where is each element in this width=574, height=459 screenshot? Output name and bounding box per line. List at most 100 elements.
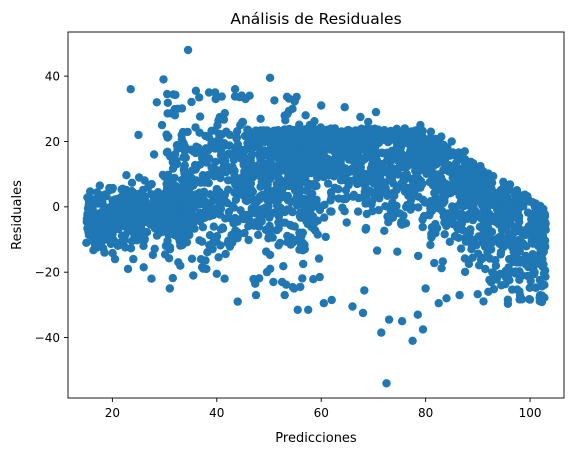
x-tick-label: 100 bbox=[519, 406, 542, 420]
scatter-point bbox=[134, 130, 143, 140]
scatter-point bbox=[230, 85, 240, 94]
scatter-point bbox=[352, 169, 362, 179]
scatter-point bbox=[215, 197, 224, 206]
scatter-point bbox=[169, 223, 178, 233]
scatter-point bbox=[361, 199, 370, 208]
scatter-point bbox=[476, 209, 485, 218]
scatter-point bbox=[369, 130, 378, 139]
scatter-point bbox=[129, 254, 138, 264]
scatter-point bbox=[139, 230, 148, 239]
scatter-point bbox=[473, 290, 482, 299]
chart-title: Análisis de Residuales bbox=[230, 10, 401, 28]
scatter-point bbox=[159, 75, 168, 84]
scatter-point bbox=[265, 221, 274, 231]
x-tick-label: 80 bbox=[418, 406, 433, 420]
scatter-point bbox=[381, 178, 390, 187]
scatter-point bbox=[138, 185, 148, 195]
scatter-point bbox=[149, 150, 159, 159]
scatter-point bbox=[497, 281, 506, 290]
scatter-point bbox=[430, 258, 439, 268]
scatter-point bbox=[315, 272, 324, 282]
scatter-point bbox=[251, 126, 261, 135]
scatter-point bbox=[539, 269, 549, 278]
scatter-point bbox=[328, 127, 337, 137]
scatter-point bbox=[524, 256, 534, 265]
scatter-point bbox=[127, 178, 137, 187]
scatter-point bbox=[453, 156, 462, 165]
scatter-point bbox=[460, 267, 470, 277]
scatter-point bbox=[387, 175, 396, 185]
scatter-point bbox=[371, 107, 381, 117]
scatter-point bbox=[269, 164, 279, 174]
scatter-point bbox=[83, 204, 93, 213]
scatter-point bbox=[314, 254, 324, 263]
scatter-point bbox=[513, 285, 522, 294]
scatter-point bbox=[437, 132, 446, 141]
scatter-point bbox=[197, 237, 207, 246]
scatter-point bbox=[413, 310, 422, 319]
scatter-point bbox=[111, 196, 120, 206]
scatter-point bbox=[251, 290, 261, 300]
scatter-point bbox=[225, 236, 235, 246]
scatter-point bbox=[301, 213, 310, 223]
scatter-point bbox=[275, 238, 285, 248]
scatter-point bbox=[277, 277, 287, 287]
scatter-point bbox=[272, 225, 282, 235]
scatter-point bbox=[92, 243, 101, 252]
scatter-point bbox=[265, 73, 275, 83]
scatter-point bbox=[414, 174, 423, 183]
scatter-point bbox=[361, 223, 371, 233]
scatter-point bbox=[479, 177, 488, 187]
scatter-point bbox=[246, 156, 255, 166]
scatter-point bbox=[485, 231, 494, 241]
scatter-point bbox=[157, 120, 167, 130]
scatter-point bbox=[343, 192, 352, 202]
scatter-point bbox=[474, 184, 483, 193]
scatter-point bbox=[390, 205, 399, 214]
scatter-point bbox=[406, 205, 415, 214]
scatter-point bbox=[164, 132, 173, 141]
scatter-point bbox=[528, 239, 538, 248]
scatter-point bbox=[240, 228, 249, 238]
y-axis-ticks: −40 −20 0 20 40 bbox=[35, 69, 68, 345]
scatter-point bbox=[503, 299, 513, 308]
scatter-point bbox=[426, 127, 436, 136]
scatter-point bbox=[231, 226, 240, 235]
scatter-point bbox=[430, 188, 439, 198]
scatter-point bbox=[334, 185, 343, 194]
scatter-point bbox=[233, 297, 242, 306]
scatter-point bbox=[421, 284, 430, 293]
y-tick-label: 40 bbox=[45, 69, 60, 83]
scatter-point bbox=[262, 267, 272, 277]
scatter-point bbox=[422, 143, 431, 152]
scatter-point bbox=[478, 253, 488, 263]
scatter-point bbox=[176, 261, 185, 270]
scatter-point bbox=[298, 274, 307, 283]
scatter-point bbox=[257, 190, 267, 200]
scatter-point bbox=[415, 166, 424, 175]
scatter-point bbox=[463, 233, 472, 242]
scatter-point bbox=[164, 254, 174, 263]
scatter-point bbox=[291, 126, 300, 135]
scatter-point bbox=[537, 297, 547, 307]
scatter-point bbox=[92, 229, 101, 238]
scatter-point bbox=[523, 192, 532, 201]
scatter-point bbox=[235, 149, 244, 158]
scatter-point bbox=[505, 254, 514, 264]
scatter-point bbox=[513, 207, 522, 216]
scatter-point bbox=[455, 290, 464, 300]
scatter-point bbox=[108, 183, 118, 193]
y-tick-label: −40 bbox=[35, 331, 60, 345]
scatter-point bbox=[348, 302, 357, 311]
scatter-point bbox=[232, 133, 242, 142]
scatter-point bbox=[172, 182, 181, 191]
scatter-point bbox=[281, 116, 290, 125]
scatter-point bbox=[216, 172, 225, 181]
scatter-point bbox=[293, 305, 302, 314]
scatter-point bbox=[163, 98, 172, 108]
scatter-point bbox=[467, 192, 476, 201]
scatter-point bbox=[221, 167, 231, 177]
scatter-point bbox=[452, 170, 462, 179]
y-tick-label: 20 bbox=[45, 135, 60, 149]
scatter-point bbox=[185, 214, 194, 223]
